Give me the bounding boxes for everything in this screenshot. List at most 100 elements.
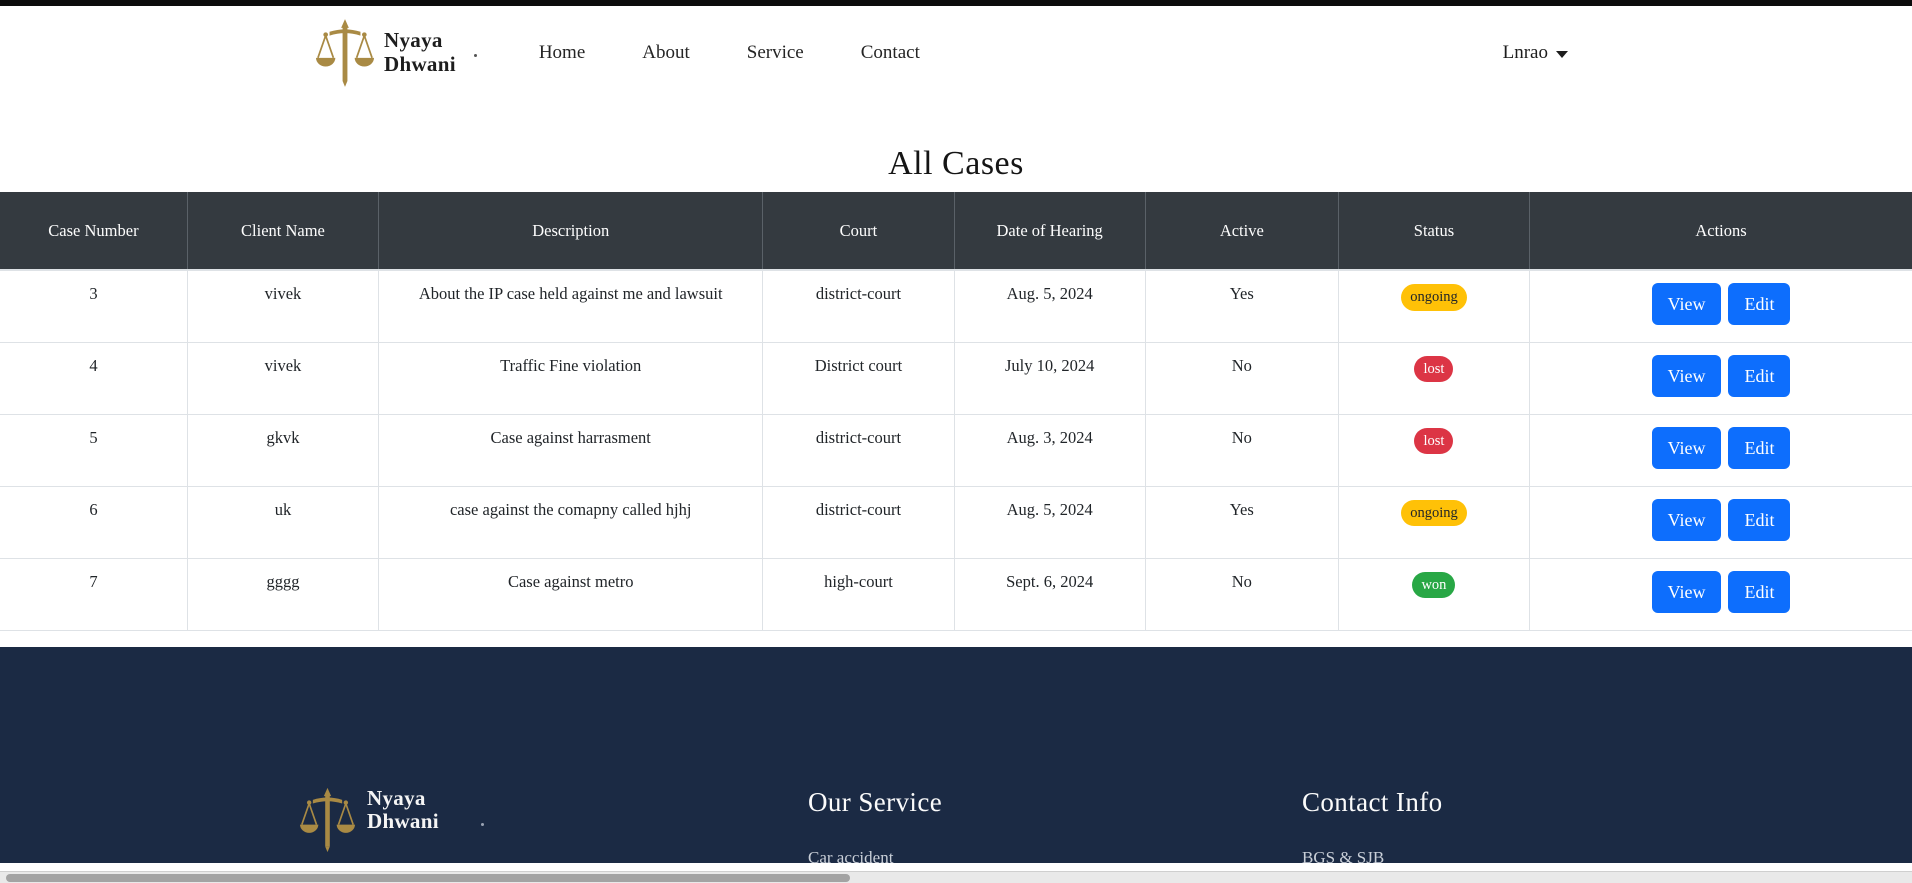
edit-button[interactable]: Edit (1728, 354, 1791, 397)
cell-actions: View Edit (1529, 342, 1912, 415)
cell-description: About the IP case held against me and la… (378, 270, 764, 343)
footer-brand-line1: Nyaya (367, 785, 426, 810)
table-row: 4 vivek Traffic Fine violation District … (0, 342, 1912, 415)
cell-client-name: uk (187, 486, 380, 559)
nav-link-service[interactable]: Service (746, 42, 804, 63)
edit-button[interactable]: Edit (1728, 498, 1791, 541)
brand-line2: Dhwani (384, 52, 456, 76)
scales-of-justice-logo-icon (300, 786, 355, 853)
column-header-court: Court (762, 192, 955, 271)
table-row: 6 uk case against the comapny called hjh… (0, 486, 1912, 559)
cell-court: district-court (762, 414, 955, 487)
status-badge: ongoing (1401, 284, 1467, 311)
cell-case-number: 3 (0, 270, 188, 343)
brand-name: Nyaya Dhwani (384, 29, 456, 76)
column-header-case-number: Case Number (0, 192, 188, 271)
navbar: Nyaya Dhwani Home About Service Contact … (0, 6, 1912, 100)
nav-link-home[interactable]: Home (538, 42, 586, 63)
cell-client-name: gggg (187, 558, 380, 631)
footer-contact-item: BGS & SJB (1302, 847, 1385, 863)
user-dropdown-label: Lnrao (1502, 42, 1548, 63)
caret-down-icon (1556, 51, 1568, 58)
cell-client-name: vivek (187, 342, 380, 415)
status-badge: lost (1414, 427, 1454, 454)
column-header-status: Status (1338, 192, 1531, 271)
brand[interactable]: Nyaya Dhwani (316, 18, 456, 88)
status-badge: won (1412, 571, 1456, 598)
table-row: 7 gggg Case against metro high-court Sep… (0, 558, 1912, 631)
page-title: All Cases (888, 145, 1024, 182)
cell-description: Case against metro (378, 558, 764, 631)
window-top-strip (0, 0, 1912, 6)
cell-actions: View Edit (1529, 414, 1912, 487)
nav-links: Home About Service Contact (539, 42, 920, 64)
cell-active: No (1145, 342, 1339, 415)
main-content: All Cases Case Number Client Name Descri… (0, 145, 1912, 647)
scales-of-justice-logo-icon (316, 18, 374, 88)
cell-case-number: 5 (0, 414, 188, 487)
cell-case-number: 7 (0, 558, 188, 631)
nav-link-contact[interactable]: Contact (860, 42, 920, 63)
cell-status: ongoing (1338, 270, 1531, 343)
cell-status: lost (1338, 414, 1531, 487)
user-dropdown[interactable]: Lnrao (1503, 42, 1568, 64)
footer-brand-name: Nyaya Dhwani (367, 785, 439, 834)
nav-link-about[interactable]: About (642, 42, 690, 63)
footer-service-item[interactable]: Car accident (808, 847, 894, 863)
view-button[interactable]: View (1651, 498, 1722, 541)
cases-table: Case Number Client Name Description Cour… (0, 192, 1912, 631)
footer: Nyaya Dhwani Our Service Car accident Co… (0, 646, 1912, 863)
cell-case-number: 4 (0, 342, 188, 415)
cell-active: Yes (1145, 486, 1339, 559)
horizontal-scrollbar[interactable] (0, 871, 1912, 883)
brand-dot (473, 53, 477, 57)
cell-actions: View Edit (1529, 270, 1912, 343)
cell-date-of-hearing: Sept. 6, 2024 (954, 558, 1146, 631)
cell-date-of-hearing: Aug. 5, 2024 (954, 270, 1146, 343)
view-button[interactable]: View (1651, 426, 1722, 469)
column-header-client-name: Client Name (187, 192, 380, 271)
cell-description: Traffic Fine violation (378, 342, 764, 415)
brand-line1: Nyaya (384, 28, 443, 53)
column-header-active: Active (1145, 192, 1339, 271)
status-badge: lost (1414, 355, 1454, 382)
cell-active: No (1145, 414, 1339, 487)
footer-brand-dot (480, 822, 484, 826)
footer-services-column: Our Service Car accident (790, 787, 1284, 863)
cell-court: district-court (762, 270, 955, 343)
view-button[interactable]: View (1651, 570, 1722, 613)
footer-contact-heading: Contact Info (1302, 786, 1443, 817)
status-badge: ongoing (1401, 499, 1467, 526)
cell-active: No (1145, 558, 1339, 631)
footer-brand-line2: Dhwani (367, 809, 439, 834)
cell-court: high-court (762, 558, 955, 631)
cell-actions: View Edit (1529, 558, 1912, 631)
table-row: 3 vivek About the IP case held against m… (0, 270, 1912, 343)
table-header: Case Number Client Name Description Cour… (0, 192, 1912, 271)
edit-button[interactable]: Edit (1728, 426, 1791, 469)
cell-status: lost (1338, 342, 1531, 415)
cell-actions: View Edit (1529, 486, 1912, 559)
cell-status: ongoing (1338, 486, 1531, 559)
footer-brand[interactable]: Nyaya Dhwani (300, 785, 790, 863)
cell-client-name: vivek (187, 270, 380, 343)
cell-case-number: 6 (0, 486, 188, 559)
cell-description: Case against harrasment (378, 414, 764, 487)
footer-contact-column: Contact Info BGS & SJB (1284, 787, 1912, 863)
footer-services-heading: Our Service (808, 786, 943, 817)
table-row: 5 gkvk Case against harrasment district-… (0, 414, 1912, 487)
view-button[interactable]: View (1651, 354, 1722, 397)
horizontal-scrollbar-thumb[interactable] (6, 874, 850, 882)
column-header-actions: Actions (1529, 192, 1912, 271)
spacer (0, 630, 1912, 647)
cell-status: won (1338, 558, 1531, 631)
cell-court: District court (762, 342, 955, 415)
edit-button[interactable]: Edit (1728, 570, 1791, 613)
view-button[interactable]: View (1651, 283, 1722, 326)
cell-client-name: gkvk (187, 414, 380, 487)
edit-button[interactable]: Edit (1728, 283, 1791, 326)
column-header-date-of-hearing: Date of Hearing (954, 192, 1146, 271)
cell-date-of-hearing: July 10, 2024 (954, 342, 1146, 415)
cell-active: Yes (1145, 270, 1339, 343)
cell-court: district-court (762, 486, 955, 559)
